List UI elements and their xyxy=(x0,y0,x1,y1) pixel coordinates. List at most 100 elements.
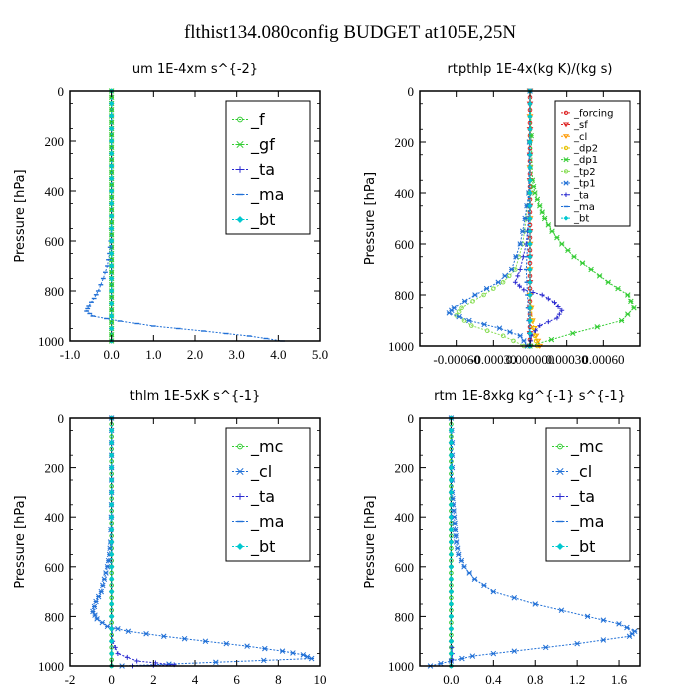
data-point xyxy=(625,311,631,317)
x-tick-label: 5.0 xyxy=(312,347,328,362)
data-point xyxy=(244,643,250,649)
data-point xyxy=(559,241,565,247)
data-point xyxy=(481,292,486,298)
legend-label: _ma xyxy=(570,512,604,532)
data-point xyxy=(108,269,115,276)
data-point xyxy=(541,215,548,222)
y-tick-label: 1000 xyxy=(38,659,64,674)
data-point xyxy=(108,427,115,434)
data-point xyxy=(534,196,541,203)
chart-panel-2: rtpthlp 1E-4x(kg K)/(kg s) Pressure [hPa]… xyxy=(363,62,641,367)
data-point xyxy=(588,266,594,273)
y-tick-label: 600 xyxy=(395,560,415,575)
series-bt xyxy=(108,415,115,669)
series-tp2 xyxy=(454,88,533,349)
data-point xyxy=(631,304,637,311)
data-point xyxy=(108,502,115,508)
legend-label: _ma xyxy=(250,512,284,532)
data-point xyxy=(456,313,462,320)
data-point xyxy=(584,613,591,620)
legend-label: _gf xyxy=(250,135,275,155)
data-point xyxy=(528,338,534,344)
data-point xyxy=(108,163,115,169)
plot-frame xyxy=(419,417,641,667)
legend-marker xyxy=(236,166,244,173)
data-point xyxy=(101,576,108,582)
legend-label: _bt xyxy=(250,210,275,230)
legend-label: _sf xyxy=(573,120,588,131)
data-point xyxy=(448,464,455,471)
data-point xyxy=(260,657,267,664)
data-point xyxy=(548,336,555,343)
data-point xyxy=(108,313,115,319)
y-tick-label: 0 xyxy=(408,84,415,99)
data-point xyxy=(600,637,607,643)
data-point xyxy=(533,328,538,334)
data-point xyxy=(108,188,115,194)
x-tick-label: 0.8 xyxy=(527,672,543,687)
x-tick-label: 2 xyxy=(150,672,157,687)
data-point xyxy=(124,654,130,660)
data-point xyxy=(506,273,512,279)
y-tick-label: 0 xyxy=(408,411,415,426)
data-point xyxy=(456,551,462,558)
y-tick-label: 400 xyxy=(395,510,415,525)
data-point xyxy=(308,655,315,662)
legend-marker xyxy=(237,116,243,123)
data-point xyxy=(108,213,115,219)
legend-marker xyxy=(562,134,570,139)
data-point xyxy=(539,209,545,215)
data-point xyxy=(565,247,571,254)
legend-label: _cl xyxy=(250,462,272,482)
x-tick-label: 1.2 xyxy=(569,672,585,687)
data-point xyxy=(537,202,543,209)
x-tick-label: 0.00030 xyxy=(546,352,588,367)
data-point xyxy=(579,260,586,266)
data-point xyxy=(104,623,111,630)
data-point xyxy=(109,521,114,526)
y-tick-label: 600 xyxy=(395,237,415,252)
x-tick-label: 1.6 xyxy=(611,672,628,687)
data-point xyxy=(555,304,561,309)
data-point xyxy=(108,477,115,483)
chart-panel-3: thlm 1E-5xK s^{-1} Pressure [hPa] -2 0 2 4 6 8 1… xyxy=(13,389,327,687)
panel-title: rtpthlp 1E-4x(kg K)/(kg s) xyxy=(448,62,613,77)
legend-marker xyxy=(236,542,244,551)
data-point xyxy=(108,489,115,496)
data-point xyxy=(527,286,533,291)
data-point xyxy=(448,551,455,558)
x-tick-label: 0.4 xyxy=(485,672,502,687)
data-point xyxy=(527,151,533,158)
data-point xyxy=(539,292,545,298)
x-tick-label: 4.0 xyxy=(270,347,286,362)
data-point xyxy=(108,588,115,595)
data-point xyxy=(461,564,467,570)
data-point xyxy=(108,539,115,545)
data-point xyxy=(534,338,542,344)
data-point xyxy=(527,164,533,171)
chart-panel-4: rtm 1E-8xkg kg^{-1} s^{-1} Pressure [hPa]… xyxy=(363,389,641,687)
series-bt xyxy=(108,88,115,344)
data-point xyxy=(507,329,513,335)
data-point xyxy=(517,241,523,247)
data-point xyxy=(448,502,455,508)
data-point xyxy=(90,608,96,615)
data-point xyxy=(484,328,490,334)
data-point xyxy=(508,266,515,273)
data-point xyxy=(108,613,115,620)
data-point xyxy=(448,539,455,545)
legend: _mc _cl _ta _ma _bt xyxy=(225,427,311,562)
y-tick-label: 800 xyxy=(395,609,415,624)
legend-marker xyxy=(563,110,569,115)
data-point xyxy=(449,545,454,551)
data-point xyxy=(448,477,455,483)
data-point xyxy=(527,202,533,209)
data-point xyxy=(495,279,501,286)
panel-title: um 1E-4xm s^{-2} xyxy=(132,62,258,77)
x-tick-label: 4 xyxy=(192,672,199,687)
data-point xyxy=(181,635,188,642)
data-point xyxy=(552,300,557,306)
data-point xyxy=(594,324,600,330)
data-point xyxy=(471,576,478,582)
data-point xyxy=(530,290,536,295)
